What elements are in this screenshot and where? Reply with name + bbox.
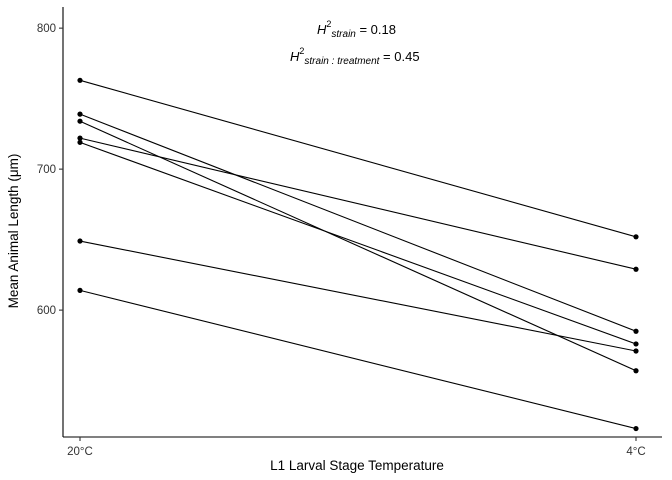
data-point [633,425,639,432]
data-point [77,287,83,293]
heritability-superscript: 2 [326,19,331,29]
series-line [79,79,637,238]
data-point [77,238,83,244]
x-axis-title: L1 Larval Stage Temperature [270,458,444,473]
y-tick-label: 700 [37,164,56,176]
heritability-superscript: 2 [299,46,304,56]
data-point [77,77,83,83]
series-line [79,240,637,352]
data-point [77,135,83,141]
data-point [633,368,639,374]
x-axis-ticks: 20°C 4°C [67,437,646,458]
data-point [77,139,83,145]
series-line [79,137,637,270]
series-line [79,289,637,430]
heritability-symbol: H [290,49,300,64]
heritability-value: = 0.18 [356,22,396,37]
series-line [79,113,637,332]
heritability-subscript: strain : treatment [304,56,380,67]
y-axis-title: Mean Animal Length (μm) [6,154,21,309]
y-axis-ticks: 600 700 800 [37,23,63,317]
heritability-strain-treatment-label: H2strain : treatment = 0.45 [290,46,420,67]
series-line [79,141,637,345]
data-point [633,341,639,347]
heritability-strain-label: H2strain = 0.18 [317,19,396,40]
data-point [633,348,639,354]
y-tick-label: 800 [37,23,56,35]
heritability-symbol: H [317,22,327,37]
heritability-subscript: strain [331,29,356,40]
data-point [633,234,639,240]
heritability-value: = 0.45 [379,49,419,64]
x-tick-label: 20°C [67,446,93,458]
data-point [633,266,639,272]
y-tick-label: 600 [37,305,56,317]
data-point [77,111,83,117]
x-tick-label: 4°C [626,446,645,458]
data-point [633,328,639,334]
data-marks [77,77,639,432]
data-point [77,118,83,124]
series-line [79,120,637,372]
